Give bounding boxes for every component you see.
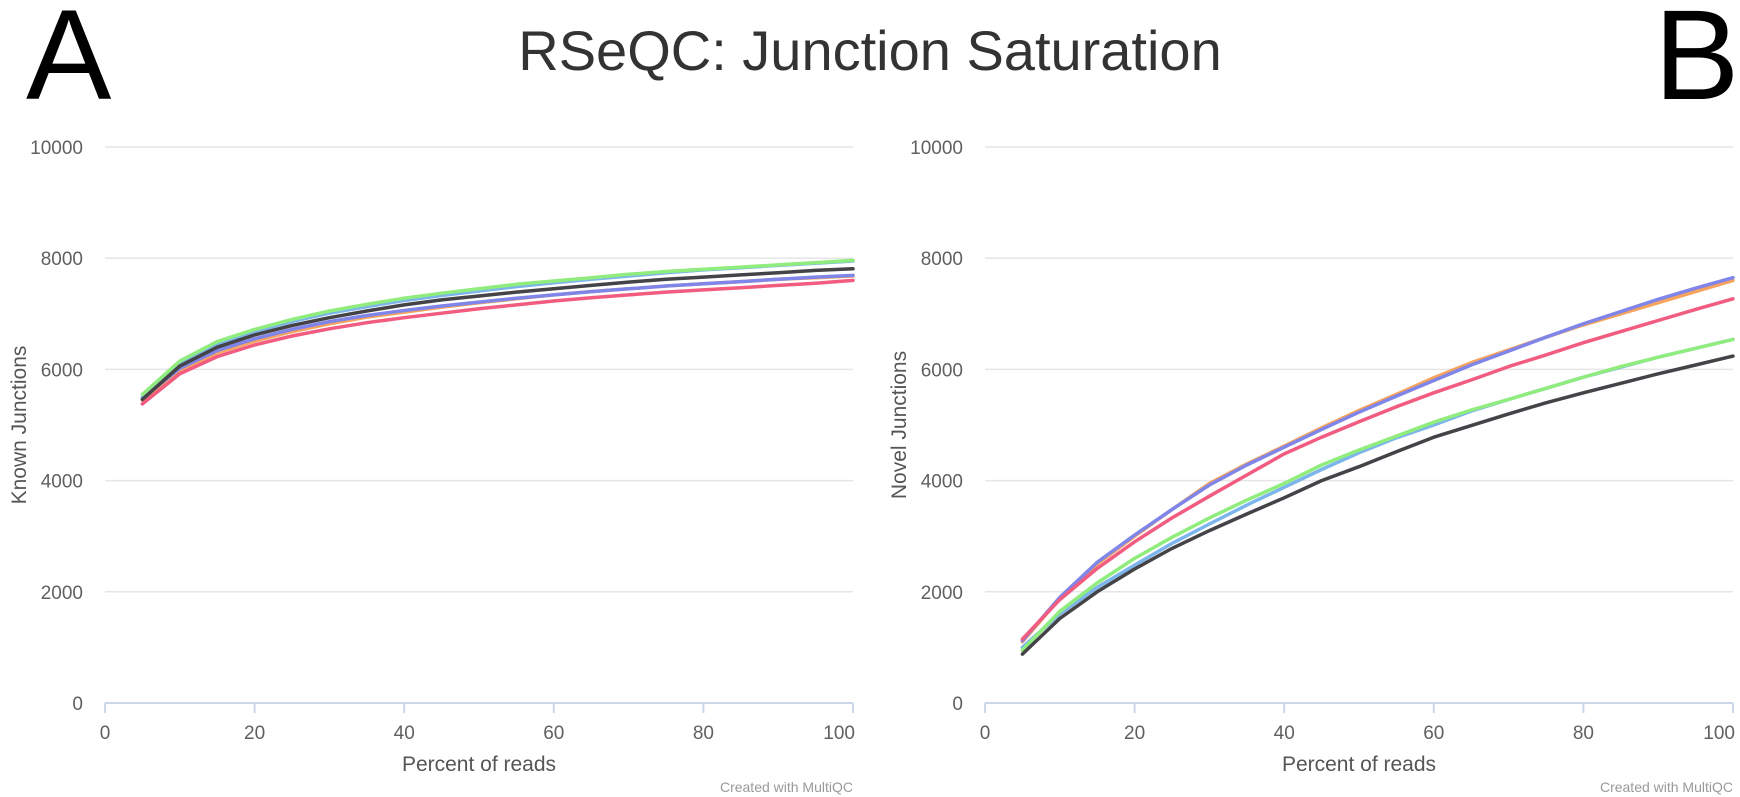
known-junctions-chart: 0 2000 4000 6000 8000 10000 0 20 40 60 80 100 Percen… — [8, 138, 855, 795]
series-line-4 — [1020, 337, 1735, 652]
x-tick-label: 20 — [1124, 723, 1145, 744]
series-line-4 — [140, 258, 855, 397]
x-tick-label: 0 — [980, 723, 991, 744]
y-tick-label: 2000 — [41, 583, 83, 604]
x-tick-label: 40 — [394, 723, 415, 744]
y-tick-label: 10000 — [910, 138, 963, 159]
y-tick-label: 4000 — [41, 472, 83, 493]
series-line-6 — [140, 278, 855, 406]
x-tick-label: 100 — [823, 723, 855, 744]
panel-label-b: B — [1654, 0, 1740, 127]
series-line-2 — [140, 273, 855, 401]
x-tick-label: 60 — [1423, 723, 1444, 744]
series-line-1 — [1020, 278, 1735, 644]
y-tick-label: 0 — [952, 694, 963, 715]
x-tick-label: 20 — [244, 723, 265, 744]
panel-label-a: A — [26, 0, 112, 127]
x-tick-label: 80 — [693, 723, 714, 744]
series-line-5 — [1020, 354, 1735, 656]
x-tick-label: 0 — [100, 723, 111, 744]
y-axis-title: Novel Junctions — [888, 351, 911, 499]
series-line-2 — [1020, 275, 1735, 643]
x-axis-title: Percent of reads — [402, 753, 556, 776]
chart-title: RSeQC: Junction Saturation — [518, 19, 1222, 82]
series-line-6 — [1020, 297, 1735, 641]
y-tick-label: 8000 — [921, 249, 963, 270]
x-tick-label: 40 — [1274, 723, 1295, 744]
y-tick-label: 6000 — [41, 360, 83, 381]
x-tick-label: 60 — [543, 723, 564, 744]
y-tick-label: 10000 — [30, 138, 83, 159]
x-tick-label: 100 — [1703, 723, 1735, 744]
y-tick-label: 8000 — [41, 249, 83, 270]
x-tick-label: 80 — [1573, 723, 1594, 744]
credit-text: Created with MultiQC — [720, 779, 853, 795]
novel-junctions-chart: 0 2000 4000 6000 8000 10000 0 20 40 60 80 100 Percen… — [888, 138, 1735, 795]
series-line-5 — [140, 267, 855, 402]
y-tick-label: 4000 — [921, 472, 963, 493]
y-tick-label: 0 — [72, 694, 83, 715]
x-axis-title: Percent of reads — [1282, 753, 1436, 776]
credit-text: Created with MultiQC — [1600, 779, 1733, 795]
y-tick-label: 2000 — [921, 583, 963, 604]
series-line-3 — [1020, 337, 1735, 650]
y-tick-label: 6000 — [921, 360, 963, 381]
y-axis-title: Known Junctions — [8, 346, 31, 505]
